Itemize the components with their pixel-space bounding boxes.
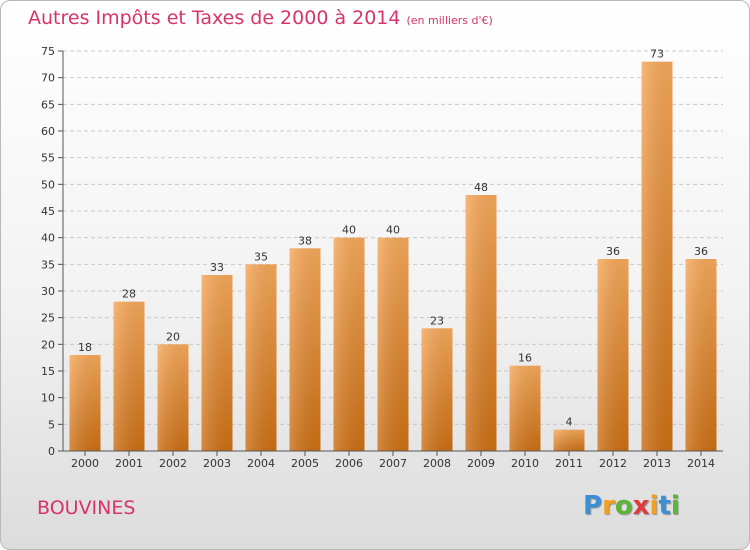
bar-shade <box>289 248 321 451</box>
y-tick-label: 30 <box>41 285 55 298</box>
logo-letter: o <box>614 491 633 521</box>
x-tick-label: 2003 <box>203 457 231 470</box>
y-tick-label: 35 <box>41 258 55 271</box>
logo-letter: x <box>632 491 650 521</box>
data-label: 38 <box>298 234 312 247</box>
x-tick-label: 2004 <box>247 457 275 470</box>
x-tick-label: 2002 <box>159 457 187 470</box>
y-tick-label: 70 <box>41 72 55 85</box>
data-label: 23 <box>430 314 444 327</box>
logo-letter: P <box>583 491 603 521</box>
data-label: 28 <box>122 288 136 301</box>
data-label: 36 <box>606 245 620 258</box>
y-tick-label: 55 <box>41 152 55 165</box>
x-tick-label: 2013 <box>643 457 671 470</box>
bar-shade <box>641 61 673 452</box>
x-tick-label: 2012 <box>599 457 627 470</box>
y-tick-label: 25 <box>41 312 55 325</box>
logo-letter: t <box>658 491 671 521</box>
x-tick-label: 2006 <box>335 457 363 470</box>
bar-shade <box>597 259 629 451</box>
data-label: 35 <box>254 250 268 263</box>
bar-shade <box>465 195 497 451</box>
bar-shade <box>333 237 365 451</box>
y-tick-label: 0 <box>48 445 55 458</box>
data-label: 40 <box>386 224 400 237</box>
x-tick-label: 2001 <box>115 457 143 470</box>
y-tick-label: 60 <box>41 125 55 138</box>
data-label: 16 <box>518 352 532 365</box>
y-tick-label: 45 <box>41 205 55 218</box>
logo-letter: r <box>602 491 615 521</box>
x-tick-label: 2005 <box>291 457 319 470</box>
bar-shade <box>377 237 409 451</box>
data-label: 33 <box>210 261 224 274</box>
chart-title: Autres Impôts et Taxes de 2000 à 2014 (en… <box>28 7 493 29</box>
y-tick-label: 10 <box>41 392 55 405</box>
y-tick-label: 15 <box>41 365 55 378</box>
x-tick-label: 2010 <box>511 457 539 470</box>
data-label: 48 <box>474 181 488 194</box>
bar-shade <box>113 301 145 451</box>
x-tick-label: 2014 <box>687 457 715 470</box>
bar-shade <box>421 328 453 451</box>
y-tick-label: 5 <box>48 418 55 431</box>
y-tick-label: 65 <box>41 98 55 111</box>
y-tick-label: 75 <box>41 45 55 58</box>
bar-shade <box>685 259 717 451</box>
bar-shade <box>553 429 585 451</box>
data-label: 4 <box>566 416 573 429</box>
bar-shade <box>201 275 233 451</box>
x-tick-label: 2008 <box>423 457 451 470</box>
data-label: 73 <box>650 48 664 61</box>
x-tick-label: 2000 <box>71 457 99 470</box>
logo-letter: i <box>649 491 659 521</box>
y-tick-label: 40 <box>41 232 55 245</box>
bar-shade <box>245 264 277 451</box>
x-tick-label: 2011 <box>555 457 583 470</box>
chart-title-text: Autres Impôts et Taxes de 2000 à 2014 <box>28 7 401 29</box>
x-tick-label: 2007 <box>379 457 407 470</box>
x-tick-label: 2009 <box>467 457 495 470</box>
data-label: 36 <box>694 245 708 258</box>
logo-letter: i <box>670 491 680 521</box>
data-label: 40 <box>342 224 356 237</box>
bar-shade <box>69 355 101 451</box>
proxiti-logo[interactable]: Proxiti <box>583 491 680 521</box>
bar-shade <box>509 365 541 451</box>
y-tick-label: 20 <box>41 338 55 351</box>
bars-layer: 18 28 20 33 35 38 40 40 23 48 16 4 36 73 36 <box>69 48 717 452</box>
data-label: 20 <box>166 330 180 343</box>
commune-name: BOUVINES <box>37 497 136 519</box>
axis-layer: 0 5 10 15 20 25 30 35 40 45 50 55 60 65 70 75 2000 2001 20… <box>41 45 723 470</box>
data-label: 18 <box>78 341 92 354</box>
y-tick-label: 50 <box>41 178 55 191</box>
chart-subtitle: (en milliers d'€) <box>406 14 493 27</box>
bar-shade <box>157 344 189 451</box>
